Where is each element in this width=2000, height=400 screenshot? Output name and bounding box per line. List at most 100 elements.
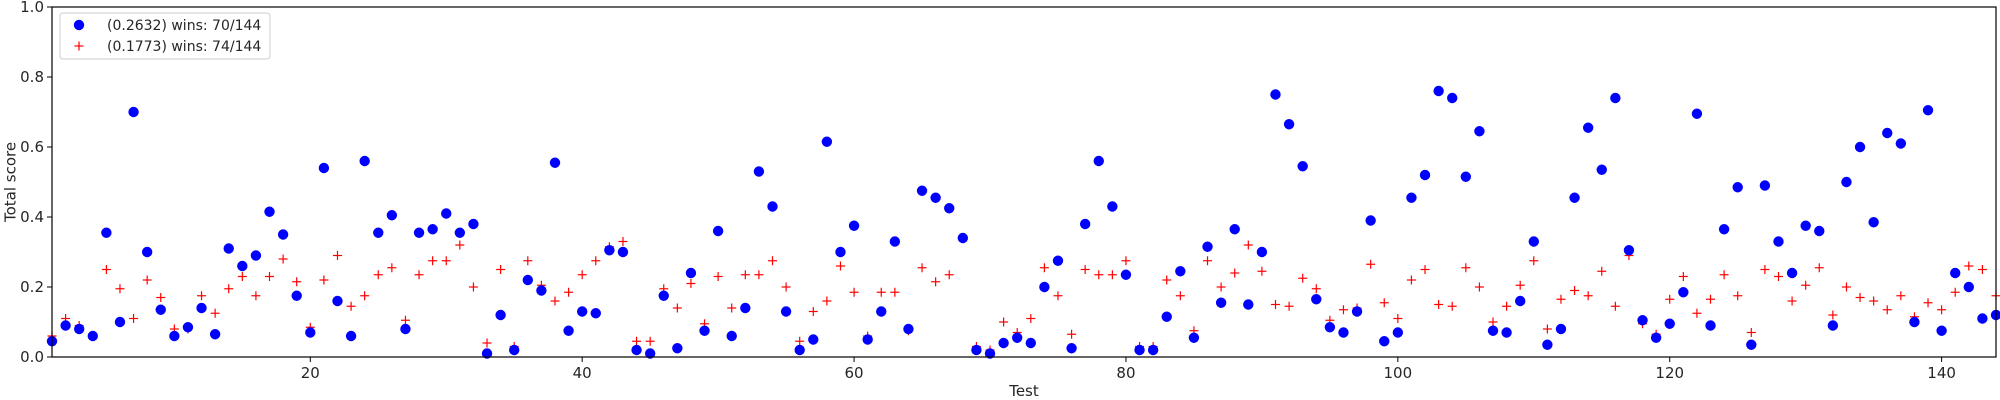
data-point-circle: [1215, 297, 1227, 308]
data-point-circle: [644, 348, 656, 359]
data-point-circle: [1854, 141, 1866, 153]
data-point-circle: [876, 306, 887, 317]
data-point-circle: [672, 343, 683, 354]
data-point-circle: [1447, 92, 1458, 104]
data-point-circle: [1936, 325, 1947, 336]
legend: (0.2632) wins: 70/144 (0.1773) wins: 74/…: [59, 12, 271, 60]
data-point-circle: [1963, 281, 1975, 293]
data-point-circle: [1746, 339, 1757, 350]
data-point-circle: [1161, 311, 1172, 322]
data-point-circle: [481, 348, 493, 359]
data-point-circle: [1596, 164, 1607, 175]
data-point-circle: [1664, 318, 1675, 329]
data-point-circle: [685, 267, 697, 279]
data-point-plus: [618, 237, 628, 246]
data-point-circle: [345, 330, 357, 342]
data-point-plus: [1216, 282, 1226, 292]
data-point-circle: [835, 246, 846, 258]
data-point-circle: [1610, 92, 1621, 104]
x-tick-label: 40: [573, 364, 592, 382]
data-point-circle: [373, 227, 384, 238]
series-circle: [46, 85, 2000, 359]
data-point-plus: [1950, 287, 1960, 297]
data-point-plus: [1026, 314, 1036, 323]
data-point-circle: [1283, 119, 1295, 130]
x-tick-label: 80: [1116, 364, 1135, 382]
data-point-circle: [509, 344, 520, 356]
data-point-circle: [1406, 192, 1417, 203]
data-point-circle: [1895, 138, 1907, 149]
data-point-plus: [999, 317, 1009, 327]
data-point-plus: [835, 261, 845, 271]
data-point-plus: [1420, 265, 1430, 274]
data-point-circle: [1691, 108, 1703, 119]
x-tick-label: 20: [301, 364, 320, 382]
data-point-circle: [889, 236, 901, 247]
data-point-plus: [849, 287, 859, 297]
data-point-circle: [1732, 182, 1743, 193]
data-point-plus: [197, 291, 207, 301]
data-point-plus: [319, 275, 329, 285]
data-point-plus: [1067, 329, 1077, 339]
data-point-circle: [1623, 245, 1635, 256]
data-point-plus: [1474, 282, 1484, 292]
data-point-circle: [1827, 320, 1839, 331]
data-point-circle: [155, 304, 166, 315]
data-point-plus: [1502, 301, 1512, 311]
data-point-circle: [631, 344, 642, 356]
data-point-plus: [822, 296, 832, 306]
plot-frame: [51, 6, 1997, 358]
data-point-circle: [1066, 343, 1077, 354]
data-point-circle: [1419, 169, 1431, 181]
data-point-circle: [1093, 155, 1104, 167]
data-point-circle: [1270, 89, 1281, 100]
data-point-circle: [808, 334, 819, 345]
data-point-plus: [754, 270, 764, 280]
x-axis-label: Test: [1008, 382, 1039, 400]
data-point-plus: [210, 308, 220, 318]
data-point-plus: [1094, 270, 1104, 280]
data-point-circle: [971, 344, 982, 356]
data-point-plus: [808, 307, 818, 316]
data-point-plus: [482, 338, 492, 348]
data-point-plus: [713, 272, 723, 281]
data-point-circle: [590, 308, 601, 319]
data-point-plus: [1923, 298, 1933, 308]
data-point-circle: [1759, 180, 1771, 191]
data-point-plus: [1080, 265, 1090, 274]
data-point-circle: [862, 334, 873, 345]
data-point-plus: [360, 291, 370, 301]
data-point-plus: [1583, 291, 1593, 301]
data-point-plus: [129, 314, 139, 323]
data-point-circle: [1786, 267, 1798, 279]
data-point-circle: [1188, 332, 1200, 343]
data-point-circle: [740, 302, 751, 314]
data-point-plus: [1746, 328, 1756, 337]
data-point-circle: [495, 309, 506, 321]
data-point-circle: [1039, 281, 1050, 293]
data-point-plus: [1773, 272, 1783, 281]
data-point-plus: [1760, 265, 1770, 274]
data-point-circle: [780, 306, 792, 317]
data-point-plus: [101, 265, 111, 274]
data-point-circle: [1297, 161, 1308, 172]
data-point-circle: [400, 323, 411, 335]
data-point-circle: [1147, 344, 1159, 356]
data-point-circle: [522, 274, 534, 286]
data-point-plus: [1406, 275, 1416, 285]
data-point-circle: [1814, 225, 1825, 237]
data-point-plus: [591, 256, 601, 266]
series-plus: [47, 233, 2000, 355]
data-point-plus: [876, 287, 886, 297]
data-point-plus: [1841, 282, 1851, 292]
data-point-plus: [550, 296, 560, 306]
data-point-circle: [930, 192, 941, 203]
data-point-circle: [359, 155, 370, 167]
x-tick-label: 120: [1655, 364, 1684, 382]
data-point-plus: [332, 251, 342, 260]
data-point-circle: [1950, 267, 1961, 279]
data-point-circle: [1365, 215, 1376, 226]
data-point-plus: [156, 293, 166, 302]
y-tick-label: 0.0: [20, 348, 44, 366]
data-point-circle: [1202, 241, 1213, 252]
